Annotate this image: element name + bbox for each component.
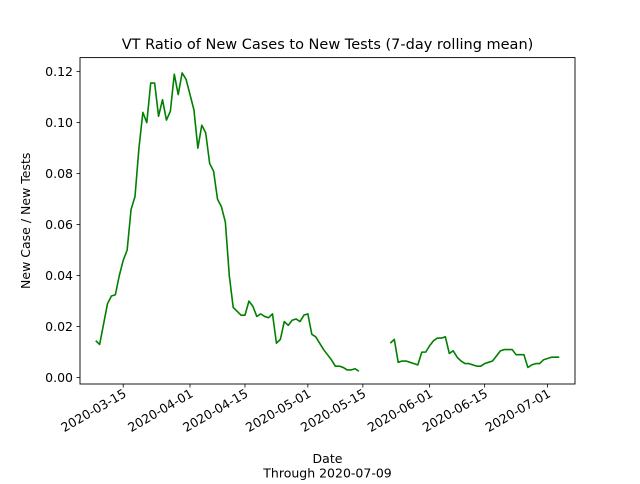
y-axis-label: New Case / New Tests (18, 153, 33, 289)
y-tick-label: 0.06 (45, 217, 73, 232)
x-axis: 2020-03-152020-04-012020-04-152020-05-01… (58, 384, 553, 435)
series-line-segment-2 (389, 336, 560, 369)
plot-lines (95, 72, 560, 372)
x-axis-sublabel: Through 2020-07-09 (262, 466, 392, 481)
chart-title: VT Ratio of New Cases to New Tests (7-da… (122, 37, 534, 53)
y-tick-label: 0.04 (45, 268, 73, 283)
x-tick-label: 2020-03-15 (58, 386, 128, 435)
y-tick-label: 0.02 (45, 319, 73, 334)
y-axis: 0.00 0.02 0.04 0.06 0.08 0.10 0.12 (45, 64, 80, 385)
y-tick-label: 0.08 (45, 166, 73, 181)
plot-frame (79, 57, 576, 385)
y-tick-label: 0.00 (45, 370, 73, 385)
y-tick-label: 0.12 (45, 64, 73, 79)
x-tick-label: 2020-07-01 (483, 386, 553, 435)
x-axis-label: Date (313, 451, 343, 466)
y-tick-label: 0.10 (45, 115, 73, 130)
series-line-segment-1 (95, 72, 360, 372)
